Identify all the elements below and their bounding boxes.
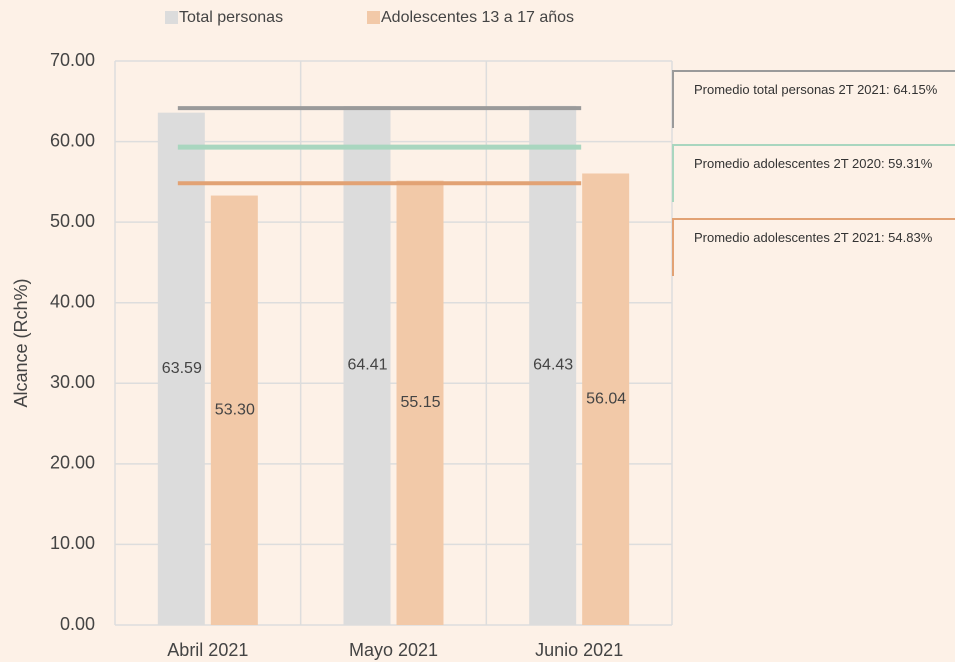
y-tick-label: 30.00 xyxy=(50,372,95,392)
value-label: 56.04 xyxy=(586,390,626,407)
value-label: 63.59 xyxy=(162,360,202,377)
value-label: 64.41 xyxy=(347,357,387,374)
legend-swatch xyxy=(367,11,380,24)
bar xyxy=(343,106,391,625)
x-tick-label: Mayo 2021 xyxy=(349,640,438,660)
bar xyxy=(157,112,205,625)
value-label: 64.43 xyxy=(533,357,573,374)
value-label: 53.30 xyxy=(215,401,255,418)
y-tick-label: 40.00 xyxy=(50,291,95,311)
y-tick-label: 50.00 xyxy=(50,211,95,231)
x-tick-label: Abril 2021 xyxy=(167,640,248,660)
legend-label: Adolescentes 13 a 17 años xyxy=(381,9,574,26)
legend-label: Total personas xyxy=(179,9,283,26)
value-label: 55.15 xyxy=(400,394,440,411)
bar xyxy=(529,105,577,625)
bar xyxy=(210,195,258,625)
annotation-text: Promedio adolescentes 2T 2020: 59.31% xyxy=(694,156,933,171)
y-tick-label: 20.00 xyxy=(50,453,95,473)
bar xyxy=(396,180,444,626)
reference-annotation: Promedio total personas 2T 2021: 64.15% xyxy=(672,70,955,128)
annotation-text: Promedio adolescentes 2T 2021: 54.83% xyxy=(694,230,933,245)
y-tick-label: 10.00 xyxy=(50,533,95,553)
annotation-text: Promedio total personas 2T 2021: 64.15% xyxy=(694,82,938,97)
y-tick-label: 60.00 xyxy=(50,130,95,150)
reference-annotation: Promedio adolescentes 2T 2021: 54.83% xyxy=(672,218,955,276)
y-tick-label: 70.00 xyxy=(50,50,95,70)
reference-annotation: Promedio adolescentes 2T 2020: 59.31% xyxy=(672,144,955,202)
y-tick-label: 0.00 xyxy=(60,614,95,634)
bar xyxy=(582,173,630,625)
y-axis-title: Alcance (Rch%) xyxy=(11,278,31,407)
legend-swatch xyxy=(165,11,178,24)
x-tick-label: Junio 2021 xyxy=(535,640,623,660)
